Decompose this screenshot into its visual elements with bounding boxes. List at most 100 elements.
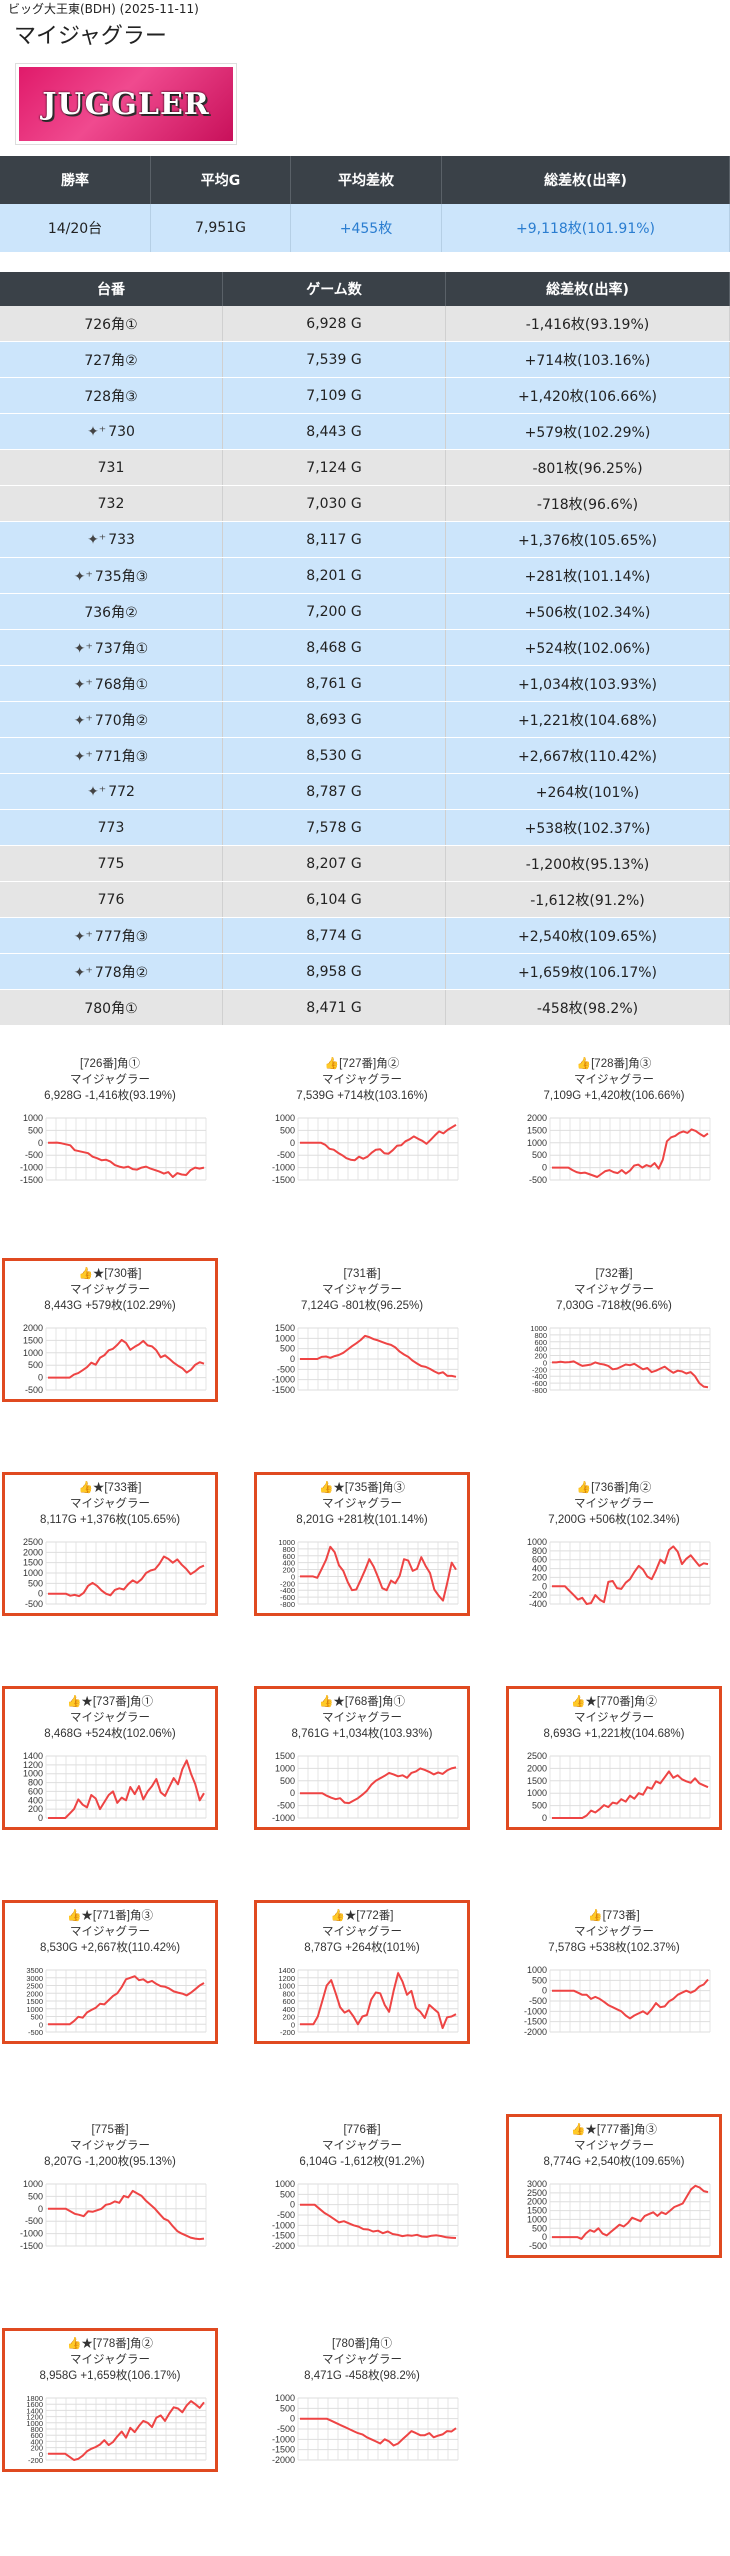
y-tick-label: 1400: [23, 1751, 43, 1761]
card-stats: 7,124G -801枚(96.25%): [300, 1300, 424, 1312]
y-tick-label: 0: [290, 1788, 295, 1798]
cell-games: 6,928 G: [222, 306, 446, 342]
graph-card: 👍★[737番]角① マイジャグラー 8,468G +524枚(102.06%) 14…: [2, 1686, 218, 1830]
cell-machine-no: 727角②: [0, 341, 223, 378]
summary-header-winrate: 勝率: [0, 156, 151, 204]
card-machine: マイジャグラー: [70, 1498, 150, 1510]
y-tick-label: -200: [280, 1579, 295, 1588]
cell-games: 8,443 G: [222, 413, 446, 450]
y-tick-label: 200: [282, 1566, 295, 1575]
y-tick-label: 1500: [23, 1558, 43, 1568]
graph-card: 👍★[735番]角③ マイジャグラー 8,201G +281枚(101.14%) 10…: [254, 1472, 470, 1616]
sparkle-icon: ✦⁺: [73, 712, 93, 729]
card-title: [775番]: [91, 2124, 129, 2136]
card-title: 👍[773番]: [588, 1910, 640, 1922]
y-tick-label: 0: [38, 1589, 43, 1599]
graph-card: 👍★[777番]角③ マイジャグラー 8,774G +2,540枚(109.65%)…: [506, 2114, 722, 2258]
card-title: 👍[736番]角②: [576, 1482, 652, 1494]
y-tick-label: -200: [529, 1590, 547, 1600]
y-tick-label: 0: [290, 1138, 295, 1148]
table-row: 775 8,207 G -1,200枚(95.13%): [0, 845, 730, 882]
card-title: [731番]: [343, 1268, 381, 1280]
summary-total-diff: +9,118枚(101.91%): [441, 204, 730, 252]
col-header-total-diff: 総差枚(出率): [445, 272, 730, 306]
y-tick-label: 1200: [23, 1760, 43, 1770]
y-tick-label: -1000: [20, 1163, 43, 1173]
machine-no-label: 772: [108, 783, 135, 800]
y-tick-label: -1000: [272, 1163, 295, 1173]
y-tick-label: 1000: [527, 1537, 547, 1547]
sparkle-icon: ✦⁺: [73, 748, 93, 765]
card-stats: 8,443G +579枚(102.29%): [44, 1300, 176, 1312]
cell-games: 8,117 G: [222, 521, 446, 558]
y-tick-label: 500: [280, 2403, 295, 2413]
y-tick-label: -600: [532, 1379, 547, 1388]
y-tick-label: 1000: [527, 2214, 547, 2224]
card-title: 👍★[768番]角①: [319, 1696, 405, 1708]
card-title: 👍★[778番]角②: [67, 2338, 153, 2350]
y-tick-label: 1200: [278, 1974, 295, 1983]
machine-no-label: 778角②: [94, 964, 149, 981]
cell-total-diff: +714枚(103.16%): [445, 341, 730, 378]
card-stats: 8,201G +281枚(101.14%): [296, 1514, 428, 1526]
cell-machine-no: 726角①: [0, 306, 223, 342]
y-tick-label: 400: [532, 1564, 547, 1574]
diff-series-line: [552, 2184, 709, 2240]
machine-no-label: 730: [108, 423, 135, 440]
table-row: 773 7,578 G +538枚(102.37%): [0, 809, 730, 846]
y-tick-label: 1000: [527, 1138, 547, 1148]
cell-total-diff: +524枚(102.06%): [445, 629, 730, 666]
logo-text: JUGGLER: [42, 86, 210, 122]
diff-series-line: [552, 1128, 709, 1178]
machine-table: 台番 ゲーム数 総差枚(出率) 726角① 6,928 G -1,416枚(93.1…: [0, 272, 730, 1026]
cell-games: 8,958 G: [222, 953, 446, 990]
graph-card: [775番] マイジャグラー 8,207G -1,200枚(95.13%) 1000 5…: [10, 2122, 210, 2250]
y-tick-label: 1000: [275, 1333, 295, 1343]
cell-total-diff: +1,376枚(105.65%): [445, 521, 730, 558]
table-row: 727角② 7,539 G +714枚(103.16%): [0, 341, 730, 378]
y-tick-label: 200: [282, 2013, 295, 2022]
cell-total-diff: +538枚(102.37%): [445, 809, 730, 846]
cell-total-diff: -801枚(96.25%): [445, 449, 730, 486]
cell-games: 7,109 G: [222, 377, 446, 414]
card-title: 👍★[771番]角③: [67, 1910, 153, 1922]
graph-grid: [726番]角① マイジャグラー 6,928G -1,416枚(93.19%) 100…: [0, 1046, 730, 2556]
card-title: 👍★[737番]角①: [67, 1696, 153, 1708]
y-tick-label: 2500: [527, 2188, 547, 2198]
table-row: 780角① 8,471 G -458枚(98.2%): [0, 989, 730, 1026]
diff-chart: 1000 500 0 -500 -1000 -1500: [20, 1113, 207, 1184]
y-tick-label: 0: [543, 1358, 547, 1367]
card-machine: マイジャグラー: [574, 1926, 654, 1938]
cell-total-diff: +1,221枚(104.68%): [445, 701, 730, 738]
table-row: ✦⁺ 730 8,443 G +579枚(102.29%): [0, 413, 730, 450]
card-machine: マイジャグラー: [322, 1926, 402, 1938]
y-tick-label: -1000: [272, 2220, 295, 2230]
y-tick-label: 2500: [23, 1537, 43, 1547]
y-tick-label: 800: [30, 2425, 43, 2434]
y-tick-label: 0: [39, 2450, 43, 2459]
card-stats: 8,471G -458枚(98.2%): [304, 2370, 420, 2382]
y-tick-label: 0: [290, 1354, 295, 1364]
summary-header-total-diff: 総差枚(出率): [441, 156, 730, 204]
y-tick-label: 1500: [275, 1751, 295, 1761]
y-tick-label: 200: [532, 1572, 547, 1582]
y-tick-label: 2000: [527, 2197, 547, 2207]
y-tick-label: -500: [529, 2241, 547, 2250]
sparkle-icon: ✦⁺: [87, 423, 107, 440]
table-row: ✦⁺ 733 8,117 G +1,376枚(105.65%): [0, 521, 730, 558]
diff-series-line: [48, 1338, 205, 1379]
card-stats: 7,030G -718枚(96.6%): [556, 1300, 672, 1312]
cell-total-diff: +1,420枚(106.66%): [445, 377, 730, 414]
y-tick-label: -200: [532, 1365, 547, 1374]
machine-no-label: 770角②: [94, 712, 149, 729]
card-title: 👍★[772番]: [330, 1910, 394, 1922]
diff-series-line: [48, 1759, 205, 1819]
y-tick-label: 1500: [275, 1323, 295, 1333]
card-machine: マイジャグラー: [70, 2354, 150, 2366]
y-tick-label: 1000: [275, 2179, 295, 2189]
y-tick-label: 1000: [530, 1324, 547, 1333]
